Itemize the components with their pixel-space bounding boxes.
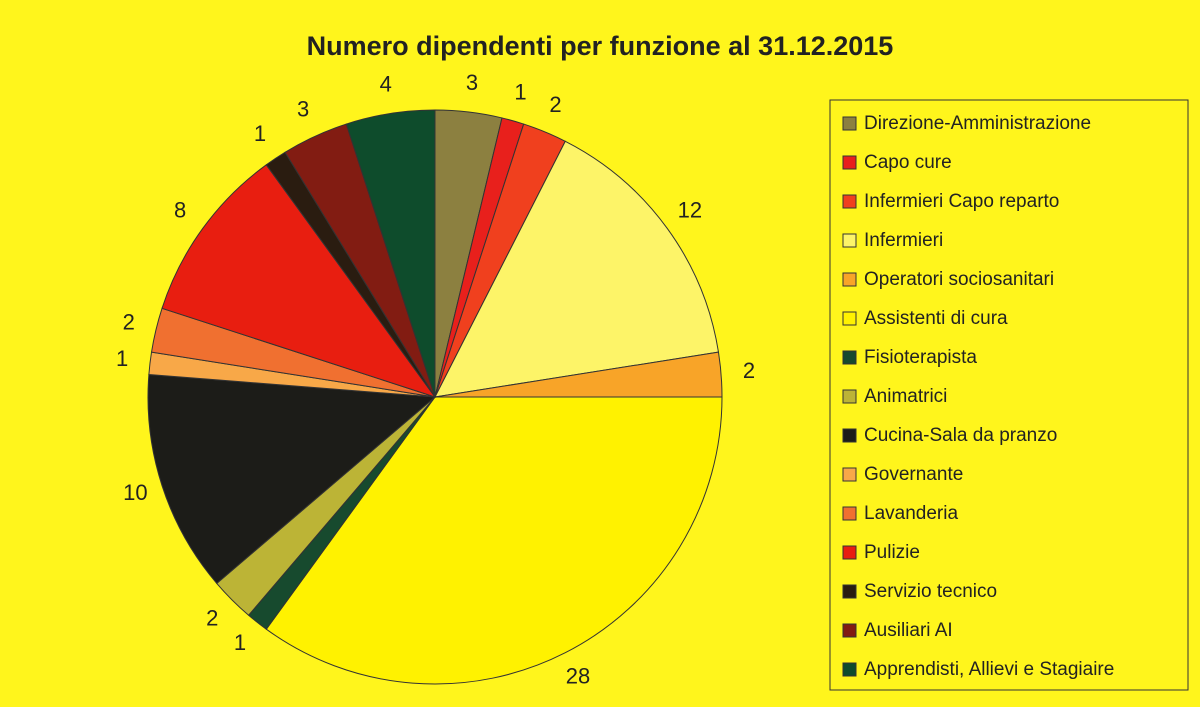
data-label: 8 <box>174 198 186 223</box>
data-label: 1 <box>234 630 246 655</box>
data-label: 28 <box>566 663 590 688</box>
legend-swatch <box>842 389 857 404</box>
legend-label: Animatrici <box>864 386 947 407</box>
legend-label: Operatori sociosanitari <box>864 269 1054 290</box>
legend-label: Assistenti di cura <box>864 308 1008 329</box>
data-label: 10 <box>123 480 147 505</box>
legend-box <box>829 99 1189 691</box>
data-label: 2 <box>549 92 561 117</box>
legend-swatch <box>842 584 857 599</box>
data-label: 3 <box>466 70 478 95</box>
pie-slice <box>161 164 437 398</box>
data-label: 12 <box>678 198 702 223</box>
chart-title: Numero dipendenti per funzione al 31.12.… <box>307 31 894 61</box>
data-label: 1 <box>254 121 266 146</box>
legend-label: Pulizie <box>864 542 920 563</box>
legend-label: Direzione-Amministrazione <box>864 113 1091 134</box>
legend-swatch <box>842 233 857 248</box>
legend-label: Apprendisti, Allievi e Stagiaire <box>864 659 1114 680</box>
legend-label: Governante <box>864 464 963 485</box>
legend-label: Infermieri Capo reparto <box>864 191 1059 212</box>
legend-swatch <box>842 116 857 131</box>
pie-slice <box>345 109 436 398</box>
pie-slice <box>265 396 723 685</box>
pie-slice <box>434 140 720 398</box>
legend-swatch <box>842 428 857 443</box>
legend-swatch <box>842 545 857 560</box>
legend-swatch <box>842 623 857 638</box>
legend-label: Infermieri <box>864 230 943 251</box>
pie-slice <box>147 373 437 585</box>
data-label: 2 <box>743 358 755 383</box>
data-label: 2 <box>206 606 218 631</box>
legend-label: Lavanderia <box>864 503 958 524</box>
legend-swatch <box>842 350 857 365</box>
legend-swatch <box>842 155 857 170</box>
data-label: 2 <box>123 309 135 334</box>
legend-label: Cucina-Sala da pranzo <box>864 425 1057 446</box>
data-label: 1 <box>514 80 526 105</box>
legend-swatch <box>842 194 857 209</box>
legend-label: Ausiliari AI <box>864 620 953 641</box>
data-label: 1 <box>116 346 128 371</box>
legend-swatch <box>842 311 857 326</box>
legend-label: Servizio tecnico <box>864 581 997 602</box>
legend-label: Fisioterapista <box>864 347 977 368</box>
legend-swatch <box>842 467 857 482</box>
data-label: 4 <box>380 72 392 97</box>
legend-swatch <box>842 506 857 521</box>
legend-swatch <box>842 662 857 677</box>
data-label: 3 <box>297 97 309 122</box>
legend-swatch <box>842 272 857 287</box>
legend-label: Capo cure <box>864 152 952 173</box>
